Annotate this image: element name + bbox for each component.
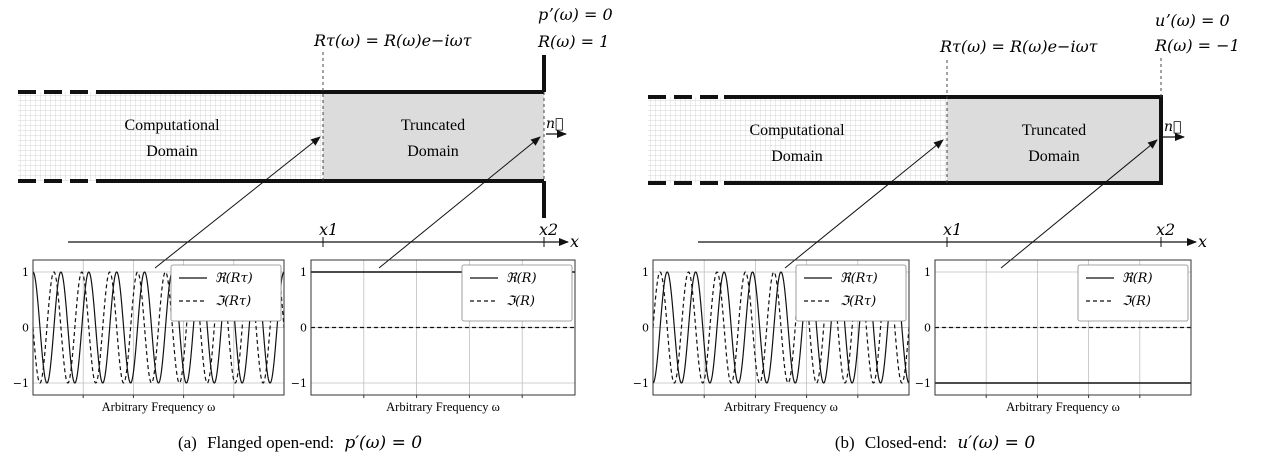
computational-domain-label-2: Domain xyxy=(771,148,823,165)
pointer-arrow-to-interface xyxy=(154,136,321,269)
legend-box xyxy=(1077,264,1189,322)
legend-box xyxy=(170,264,282,322)
x1-label: x1 xyxy=(319,220,338,239)
truncated-domain-label-1: Truncated xyxy=(401,117,465,134)
legend-box xyxy=(461,264,573,322)
x2-label: x2 xyxy=(539,220,558,239)
y-tick-label: −1 xyxy=(13,377,29,390)
x-axis-label: x xyxy=(1198,232,1207,251)
boundary-condition-label: uʼ(ω) = 0 xyxy=(1155,11,1230,30)
y-tick-label: 0 xyxy=(924,322,931,335)
computational-domain-label-1: Computational xyxy=(124,117,220,134)
x-axis-label: Arbitrary Frequency ω xyxy=(102,400,216,414)
legend-label: ℑ(Rτ) xyxy=(215,294,251,309)
series-curve-real xyxy=(32,271,285,384)
y-tick-label: 1 xyxy=(924,266,931,279)
y-tick-label: −1 xyxy=(291,377,307,390)
pointer-arrow-to-outlet xyxy=(1000,139,1158,269)
boundary-condition-label: pʼ(ω) = 0 xyxy=(538,5,613,24)
x1-label: x1 xyxy=(943,220,962,239)
legend-label: ℑ(R) xyxy=(1122,294,1151,309)
legend-box xyxy=(795,264,907,322)
plot-frame xyxy=(934,259,1192,396)
y-tick-label: 0 xyxy=(300,322,307,335)
caption-b-math: u′(ω) = 0 xyxy=(957,433,1035,453)
reflection-label: R(ω) = 1 xyxy=(537,32,609,51)
caption-a-math: p′(ω) = 0 xyxy=(344,433,422,453)
caption-a: (a) Flanged open-end: p′(ω) = 0 xyxy=(178,433,422,453)
legend-label: ℑ(Rτ) xyxy=(840,294,876,309)
truncated-domain-fill xyxy=(947,97,1161,183)
truncated-domain-label-1: Truncated xyxy=(1022,122,1086,139)
truncated-domain-label-2: Domain xyxy=(1028,148,1080,165)
truncated-domain-label-2: Domain xyxy=(407,143,459,160)
y-tick-label: 0 xyxy=(22,322,29,335)
chart-b-left: 1 0 −1 Arbitrary Frequency ω ℜ(Rτ) ℑ(Rτ) xyxy=(633,259,910,414)
y-tick-label: 1 xyxy=(300,266,307,279)
legend-label: ℜ(Rτ) xyxy=(840,271,878,286)
chart-a-right: 1 0 −1 Arbitrary Frequency ω ℜ(R) ℑ(R) xyxy=(291,259,576,414)
caption-b-prefix: (b) xyxy=(835,433,855,452)
caption-b: (b) Closed-end: u′(ω) = 0 xyxy=(835,433,1035,453)
x2-label: x2 xyxy=(1156,220,1175,239)
plot-frame xyxy=(310,259,576,396)
reflection-label: R(ω) = −1 xyxy=(1154,36,1240,55)
legend-label: ℜ(Rτ) xyxy=(215,271,253,286)
normal-vector-label: n⃗ xyxy=(1164,119,1181,135)
x-axis-label: Arbitrary Frequency ω xyxy=(386,400,500,414)
pointer-arrow-to-interface xyxy=(784,139,944,269)
x-axis-label: Arbitrary Frequency ω xyxy=(1006,400,1120,414)
computational-domain-mesh xyxy=(18,92,323,181)
legend-label: ℜ(R) xyxy=(1122,271,1153,286)
caption-a-text: Flanged open-end: xyxy=(207,433,334,452)
reflection-tau-label: Rτ(ω) = R(ω)e−iωτ xyxy=(313,31,473,50)
caption-a-prefix: (a) xyxy=(178,433,197,452)
series-curve-imag xyxy=(32,271,285,384)
plot-frame xyxy=(652,259,910,396)
y-tick-label: 1 xyxy=(642,266,649,279)
series-curve-imag xyxy=(652,271,910,384)
caption-b-text: Closed-end: xyxy=(865,433,947,452)
y-tick-label: −1 xyxy=(633,377,649,390)
legend-label: ℑ(R) xyxy=(506,294,535,309)
truncated-domain-fill xyxy=(323,92,544,181)
plot-frame xyxy=(32,259,285,396)
computational-domain-mesh xyxy=(648,97,947,183)
legend-label: ℜ(R) xyxy=(506,271,537,286)
panel-a: Computational Domain Truncated Domain n⃗… xyxy=(13,5,613,453)
chart-a-left: 1 0 −1 Arbitrary Frequency ω ℜ(Rτ) ℑ(Rτ) xyxy=(13,259,285,414)
panel-b: Computational Domain Truncated Domain n⃗… xyxy=(633,11,1240,453)
reflection-tau-label: Rτ(ω) = R(ω)e−iωτ xyxy=(939,37,1099,56)
x-axis-label: x xyxy=(570,232,579,251)
pointer-arrow-to-outlet xyxy=(378,136,541,269)
y-tick-label: 1 xyxy=(22,266,29,279)
normal-vector-label: n⃗ xyxy=(546,116,563,132)
x-axis-label: Arbitrary Frequency ω xyxy=(724,400,838,414)
y-tick-label: 0 xyxy=(642,322,649,335)
chart-b-right: 1 0 −1 Arbitrary Frequency ω ℜ(R) ℑ(R) xyxy=(915,259,1192,414)
computational-domain-label-1: Computational xyxy=(749,122,845,139)
computational-domain-label-2: Domain xyxy=(146,143,198,160)
y-tick-label: −1 xyxy=(915,377,931,390)
